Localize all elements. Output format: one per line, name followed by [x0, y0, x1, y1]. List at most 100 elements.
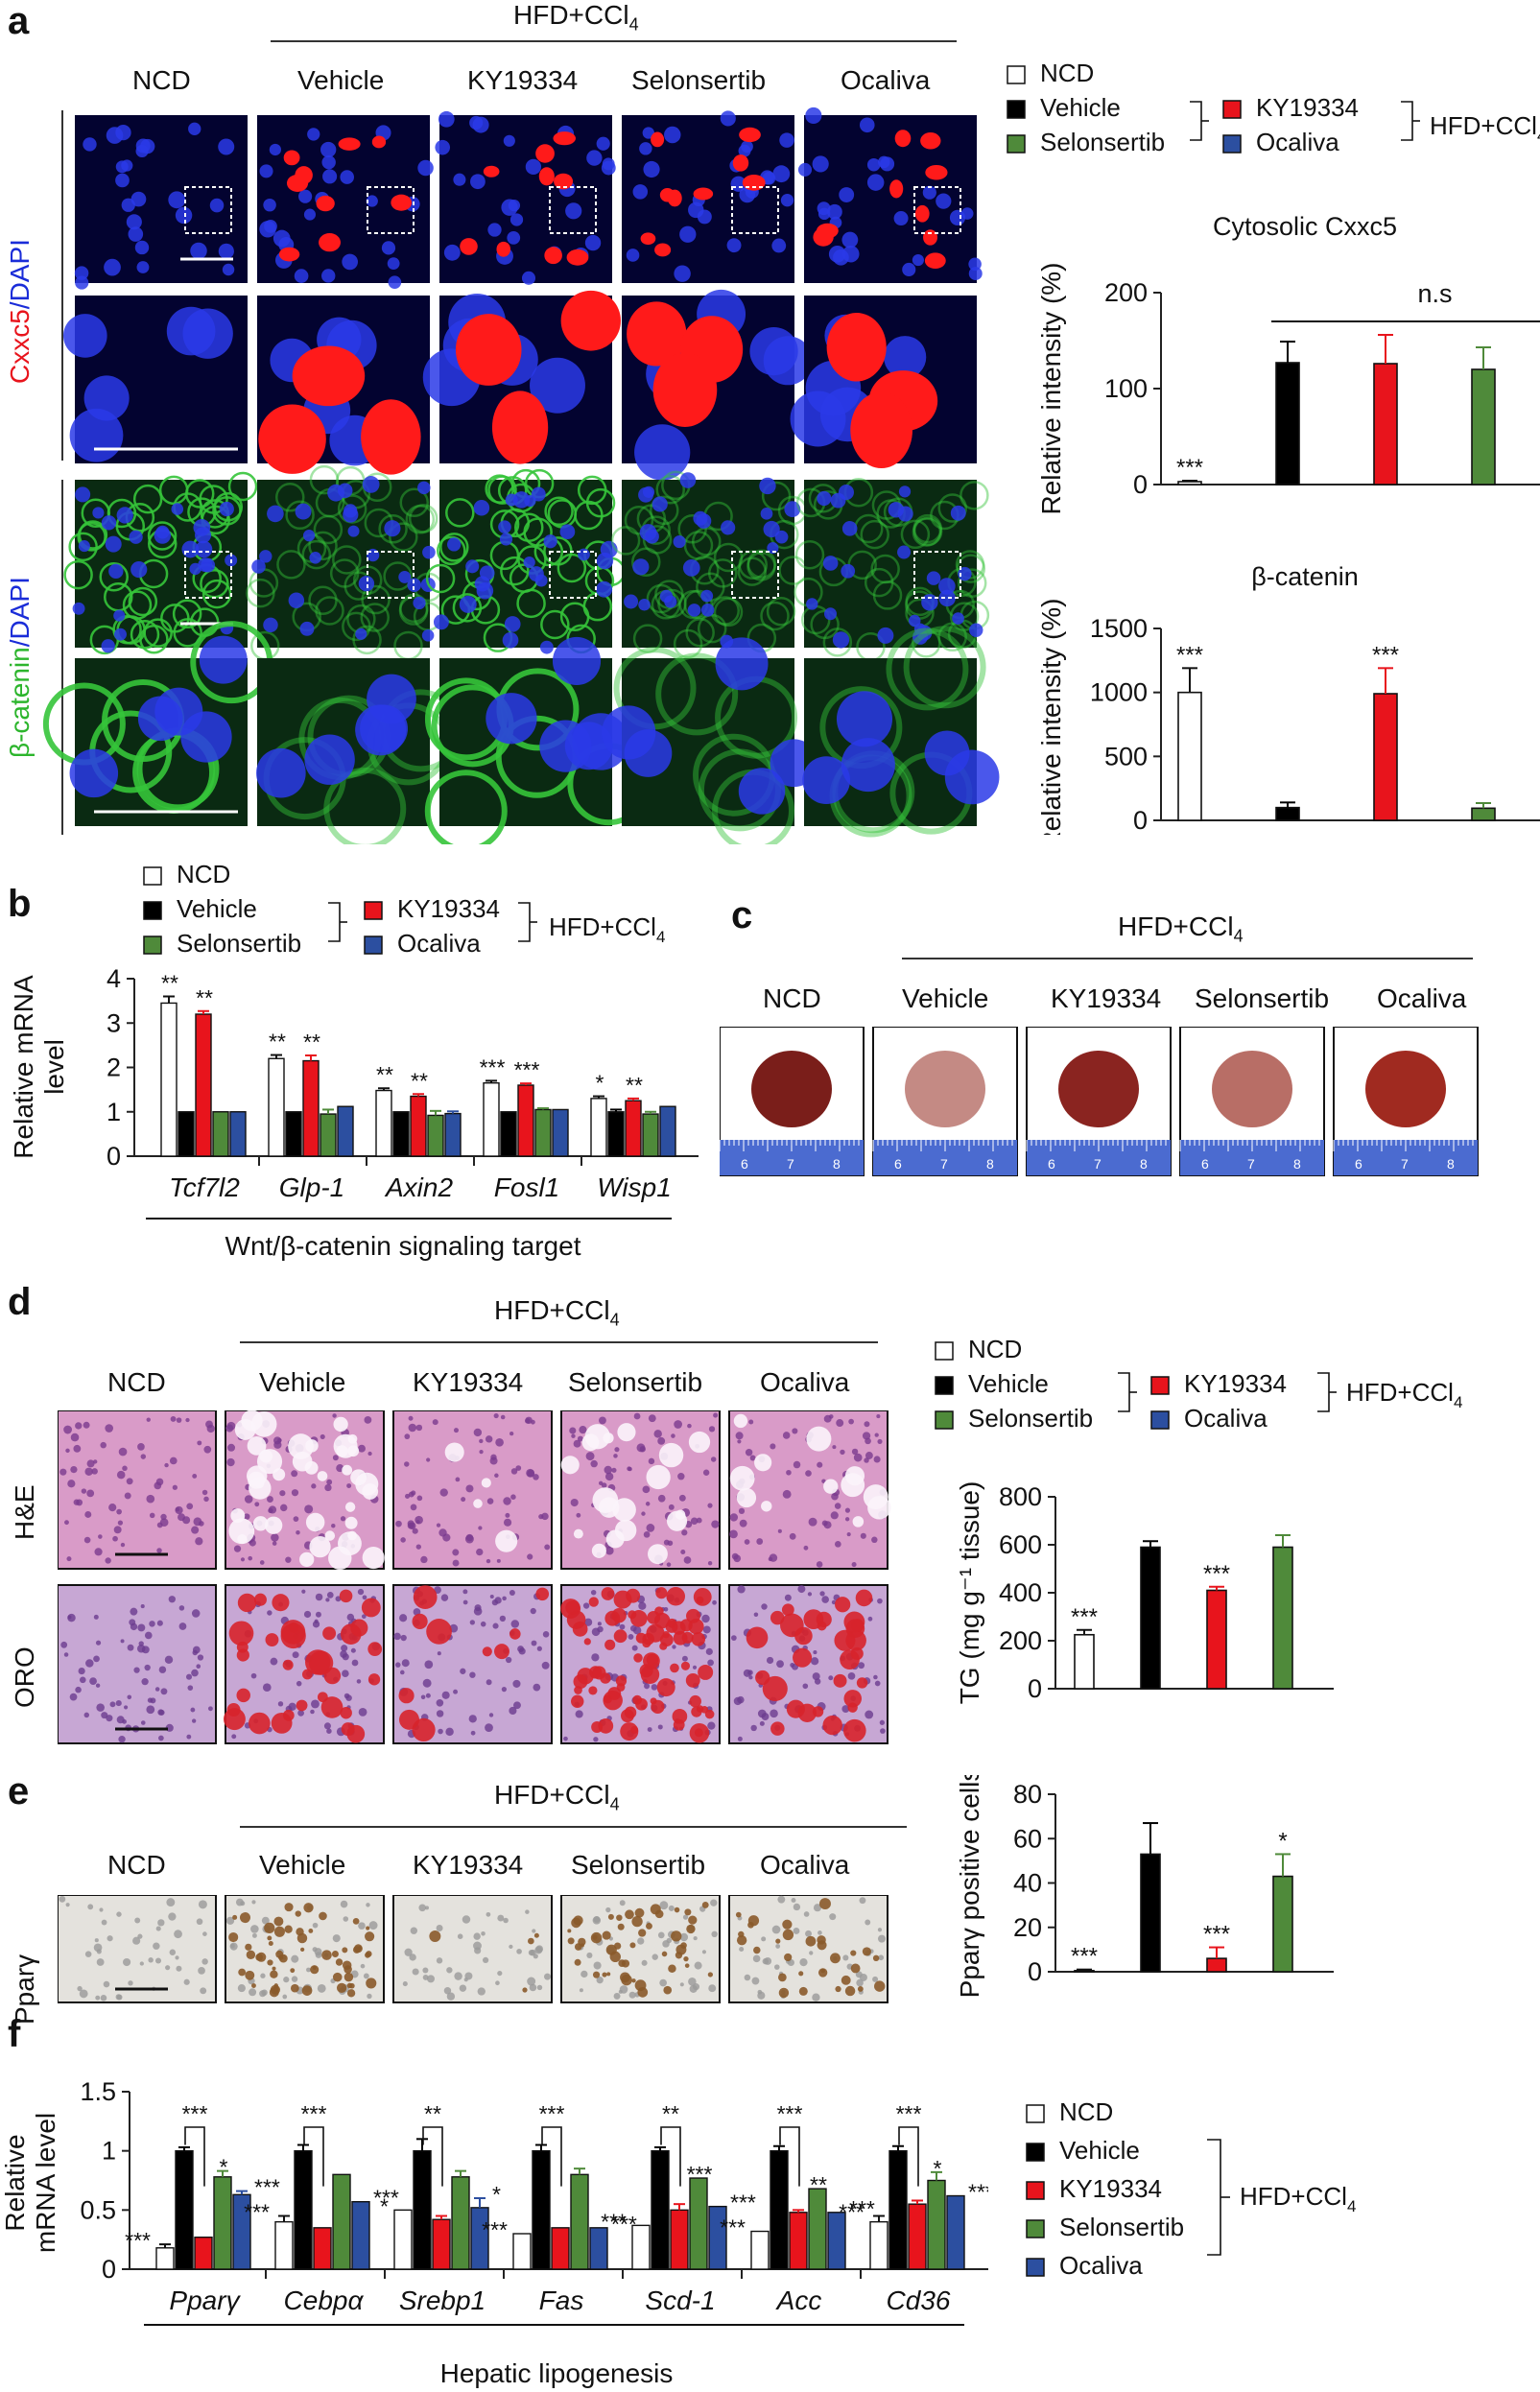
ruler-tick: 6 [1201, 1156, 1209, 1172]
sig-label: *** [720, 2215, 746, 2240]
legend-f-items: NCD Vehicle KY19334 Selonsertib Ocaliva HFD+C… [1026, 2097, 1356, 2280]
oro-vehicle [223, 1584, 385, 1744]
ruler-tick: 8 [1293, 1156, 1301, 1172]
sig-label: *** [514, 1057, 540, 1082]
legend-label-ky19334: KY19334 [1256, 93, 1359, 122]
comparison-bracket [898, 2126, 919, 2187]
bar-ky19334 [517, 1084, 534, 1157]
oro-selonsertib [560, 1584, 721, 1744]
bar-selonsertib [1272, 1875, 1293, 1973]
roi-box [731, 551, 779, 599]
comparison-bracket [303, 2126, 324, 2187]
y-axis-label: Relative intensity (%) [1036, 599, 1066, 835]
legend-swatch-vehicle [935, 1376, 954, 1395]
bar-ncd [512, 2233, 532, 2270]
he-selonsertib [560, 1410, 721, 1570]
legend-label-ky19334: KY19334 [1184, 1369, 1287, 1398]
col-label-ocaliva: Ocaliva [841, 65, 931, 95]
ruler-tick: 8 [1447, 1156, 1455, 1172]
bar-ncd [590, 1098, 607, 1157]
sig-label: *** [687, 2162, 713, 2187]
roi-box [367, 186, 415, 234]
y-tick-label: 1000 [1090, 678, 1148, 707]
micrograph-r3-c0 [42, 621, 273, 826]
y-tick-label: 100 [1104, 374, 1148, 403]
bar-selonsertib [1471, 368, 1496, 486]
c-label-ncd: NCD [763, 983, 821, 1013]
bar-ocaliva [659, 1105, 676, 1157]
he-vehicle [225, 1410, 385, 1571]
ruler-tick: 8 [1140, 1156, 1148, 1172]
ihc-ky19334 [392, 1895, 553, 2003]
sig-label: *** [125, 2228, 151, 2253]
legend-swatch-ky19334 [1026, 2181, 1045, 2200]
legend-swatch-selonsertib [935, 1410, 954, 1430]
bar-ky19334 [670, 2209, 689, 2270]
micrograph-r3-c2 [424, 636, 651, 844]
bracket-sig: *** [777, 2101, 803, 2126]
group-label-a: HFD+CCl4 [513, 0, 639, 35]
legend-label-ncd: NCD [177, 860, 230, 888]
x-tick-label: Cebpα [284, 2285, 365, 2315]
legend-swatch-ocaliva [364, 935, 383, 955]
legend-label-ocaliva: Ocaliva [1256, 128, 1339, 156]
bar-ocaliva [470, 2207, 489, 2270]
y-axis-label: Relative intensity (%) [1036, 263, 1066, 515]
panel-d-histology [58, 1410, 891, 1744]
liver-photo-ocaliva: 6 7 8 [1333, 1027, 1479, 1176]
bracket-sig: ** [662, 2101, 679, 2126]
micrograph-r0-c1 [257, 115, 434, 289]
d-label-ncd: NCD [107, 1367, 166, 1397]
sig-label: *** [1176, 455, 1203, 481]
bar-ky19334 [625, 1100, 642, 1157]
y-tick-label: 1500 [1090, 614, 1148, 643]
legend-group-label: HFD+CCl4 [1430, 111, 1540, 145]
y-tick-label: 0.5 [80, 2195, 116, 2224]
legend-bracket [1317, 1372, 1330, 1412]
bar-selonsertib [642, 1113, 659, 1157]
y-tick-label: 20 [1013, 1913, 1042, 1942]
he-ky19334 [392, 1410, 553, 1570]
legend-label-vehicle: Vehicle [1059, 2136, 1140, 2165]
legend-swatch-selonsertib [1007, 134, 1026, 154]
sig-label: *** [1203, 1561, 1230, 1587]
bar-vehicle [770, 2149, 789, 2270]
micrograph-r3-c3 [602, 637, 818, 844]
group-line-c [902, 958, 1473, 959]
group-line-d [240, 1341, 878, 1343]
bar-selonsertib [212, 1111, 229, 1157]
y-tick-label: 0 [102, 2255, 116, 2284]
x-tick-label: Acc [775, 2285, 822, 2315]
y-tick-label: 2 [107, 1054, 121, 1082]
sig-label: * [380, 2193, 389, 2218]
legend-label-ocaliva: Ocaliva [1059, 2251, 1143, 2280]
bar-ky19334 [551, 2227, 570, 2270]
bar-vehicle [888, 2149, 908, 2270]
ruler-tick: 7 [1401, 1156, 1409, 1172]
y-axis-label: RelativemRNA level [0, 2113, 60, 2253]
ruler-tick: 7 [940, 1156, 948, 1172]
x-tick-label: Axin2 [384, 1172, 453, 1202]
legend-label-vehicle: Vehicle [968, 1369, 1049, 1398]
y-tick-label: 200 [999, 1626, 1042, 1655]
sig-label: * [220, 2155, 228, 2180]
sig-label: ** [376, 1062, 393, 1087]
bar-ncd [750, 2230, 770, 2270]
ns-label: n.s [1417, 279, 1452, 308]
sig-label: *** [482, 2217, 508, 2242]
bar-vehicle [1140, 1853, 1161, 1973]
micrograph-r3-c1 [256, 658, 462, 844]
legend-f: NCD Vehicle KY19334 Selonsertib Ocaliva HFD+C… [1026, 2097, 1356, 2280]
panel-a-micrographs [42, 107, 1000, 844]
legend-swatch-vehicle [1026, 2143, 1045, 2162]
y-axis-label: Relative mRNAlevel [9, 975, 69, 1159]
sig-label: *** [254, 2175, 280, 2200]
y-tick-label: 0 [1028, 1674, 1042, 1703]
legend-label-ncd: NCD [1040, 59, 1094, 87]
legend-label-ocaliva: Ocaliva [397, 929, 481, 958]
roi-box [549, 186, 597, 234]
bar-ky19334 [432, 2218, 451, 2270]
bar-vehicle [413, 2149, 432, 2270]
sig-label: * [1278, 1828, 1287, 1854]
